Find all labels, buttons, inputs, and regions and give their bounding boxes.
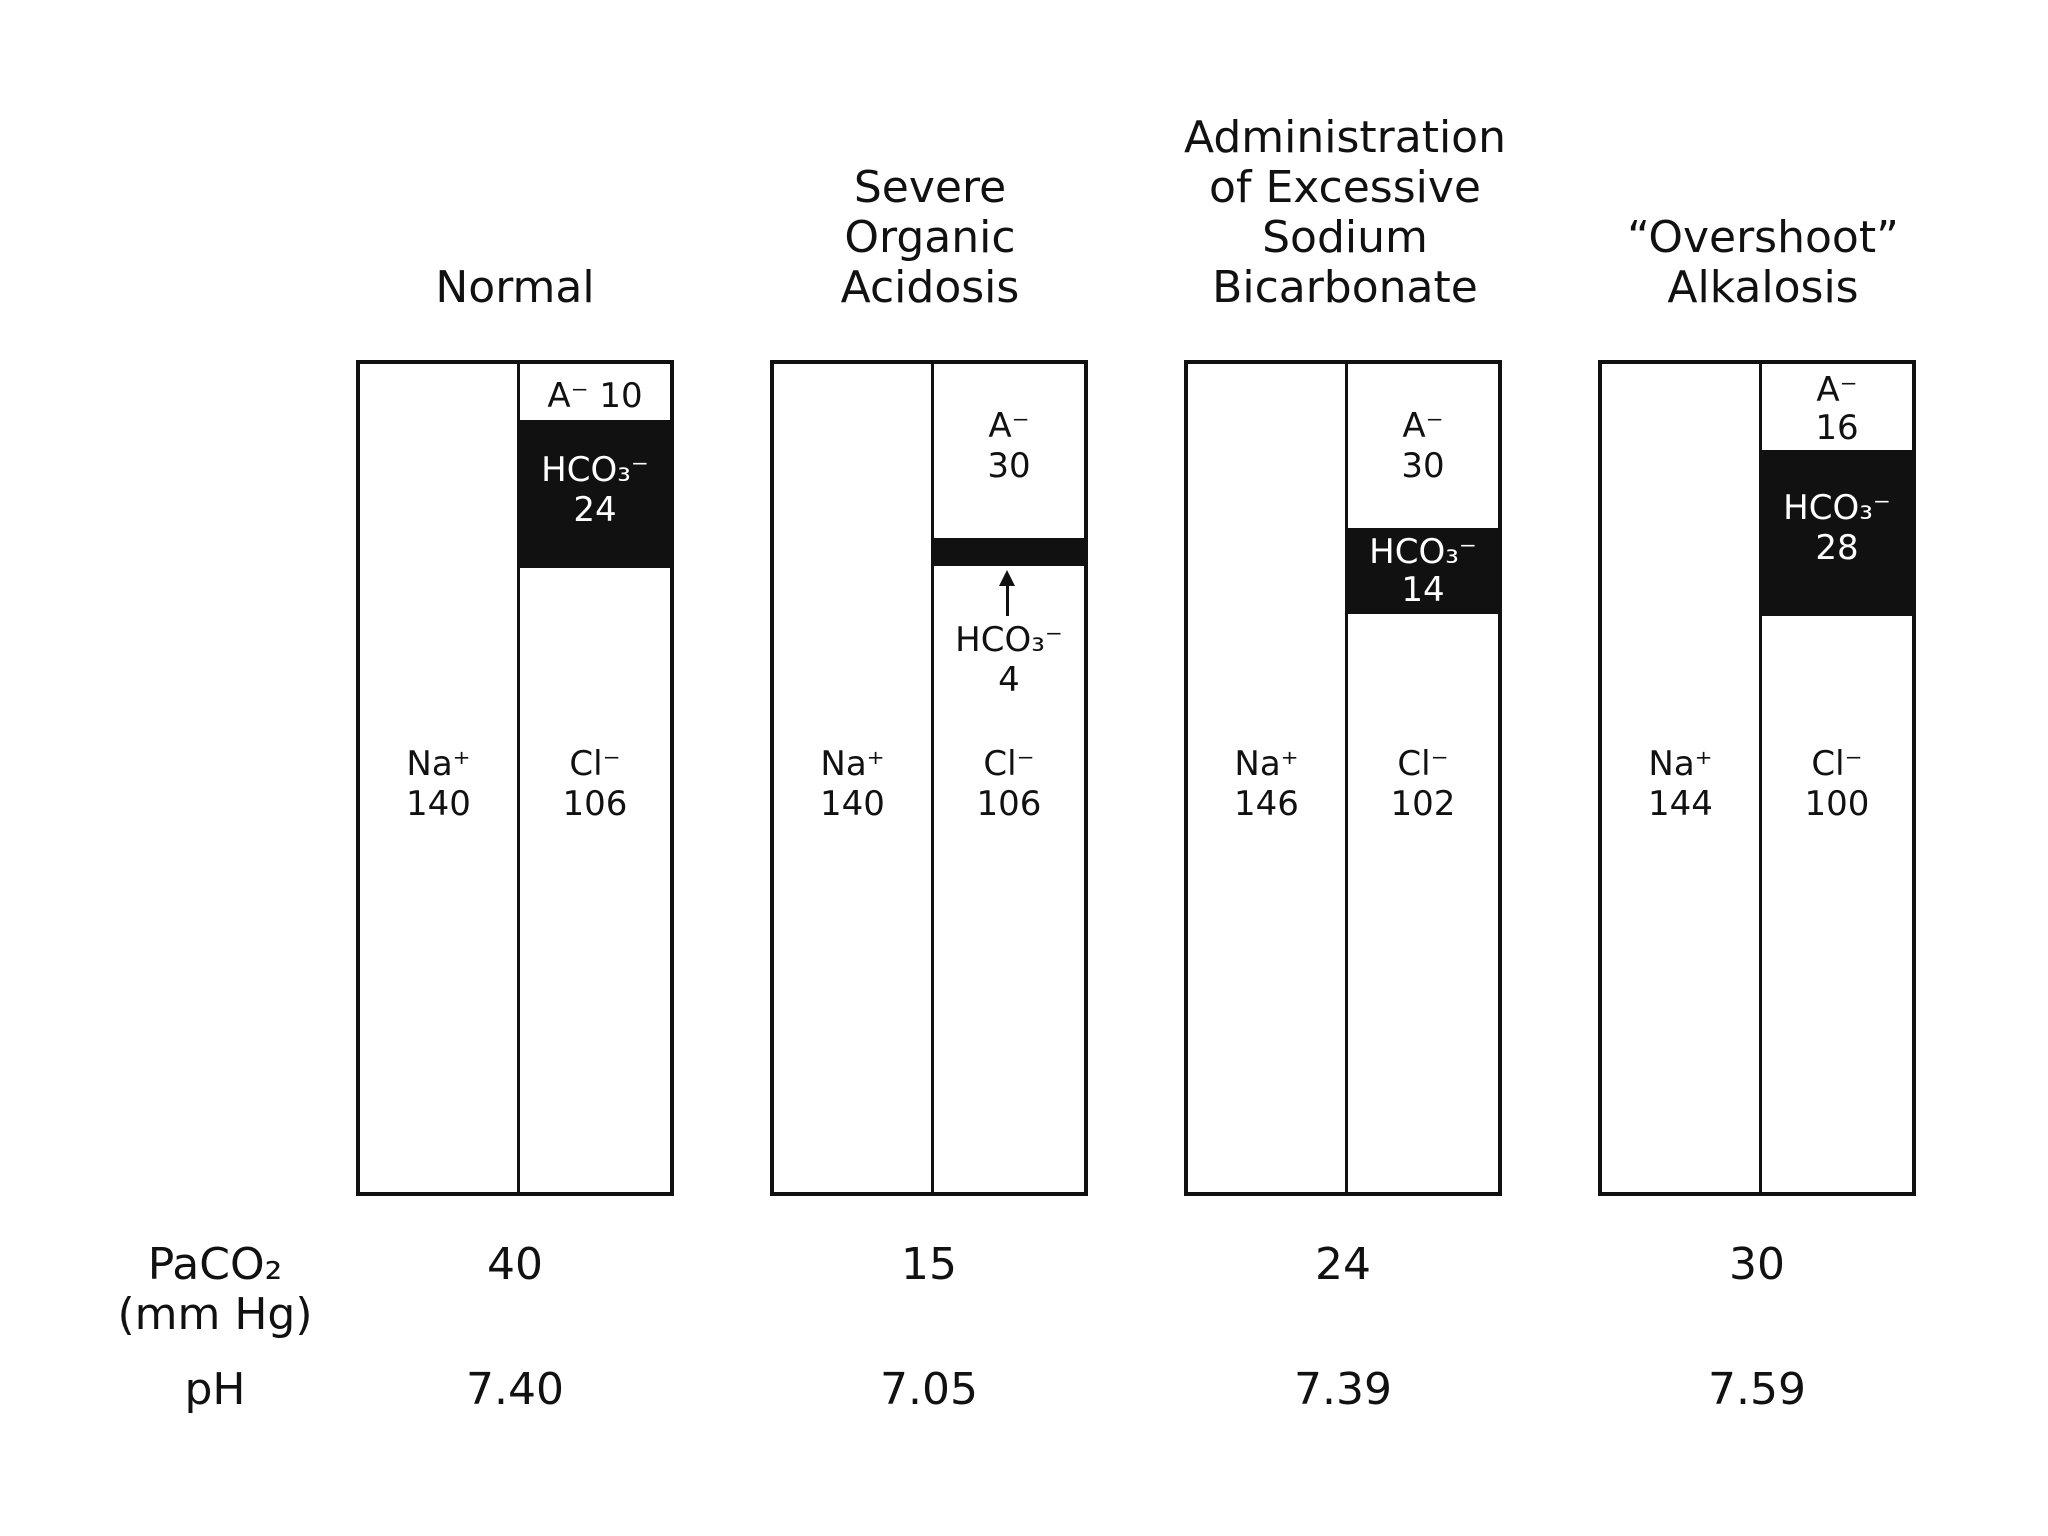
hco3-value: 4 [998, 660, 1020, 700]
ph-normal: 7.40 [466, 1364, 564, 1415]
paco2-organic-acidosis: 15 [901, 1239, 957, 1290]
hco3-block: HCO₃⁻ 14 [1348, 528, 1498, 614]
na-value: 140 [820, 784, 885, 824]
paco2-normal: 40 [487, 1239, 543, 1290]
cl-ion-label: Cl⁻ [1811, 744, 1863, 784]
na-ion-label: Na⁺ [1648, 744, 1713, 784]
ph-organic-acidosis: 7.05 [880, 1364, 978, 1415]
hco3-value: 14 [1401, 570, 1445, 610]
na-value: 140 [406, 784, 471, 824]
gamblegram-organic-acidosis: A⁻ 30 HCO₃⁻ 4 Na⁺ 140 Cl⁻ 106 [770, 360, 1088, 1196]
column-divider [1345, 364, 1348, 1192]
hco3-ion-label: HCO₃⁻ [1369, 532, 1477, 572]
column-divider [1759, 364, 1762, 1192]
hco3-block [934, 538, 1084, 566]
a-ion-label: A⁻ [1816, 370, 1858, 410]
cl-ion-label: Cl⁻ [569, 744, 621, 784]
panel-title-normal: Normal [435, 262, 595, 313]
ph-row-label: pH [184, 1364, 246, 1415]
paco2-row-unit: (mm Hg) [117, 1289, 313, 1340]
hco3-ion-label: HCO₃⁻ [1783, 488, 1891, 528]
cl-value: 102 [1390, 784, 1456, 824]
ph-overshoot-alkalosis: 7.59 [1708, 1364, 1806, 1415]
hco3-value: 28 [1815, 528, 1859, 568]
na-value: 146 [1234, 784, 1299, 824]
hco3-ion-label: HCO₃⁻ [955, 620, 1063, 660]
hco3-block: HCO₃⁻ 28 [1762, 450, 1912, 616]
a-ion-label: A⁻ [1402, 406, 1444, 446]
paco2-row-label: PaCO₂ [147, 1239, 283, 1290]
gamblegram-normal: A⁻ 10 HCO₃⁻ 24 Na⁺ 140 Cl⁻ 106 [356, 360, 674, 1196]
hco3-ion-label: HCO₃⁻ [541, 450, 649, 490]
na-value: 144 [1648, 784, 1713, 824]
hco3-value: 24 [573, 490, 617, 530]
column-divider [517, 364, 520, 1192]
hco3-block: HCO₃⁻ 24 [520, 420, 670, 568]
a-value: 16 [1815, 408, 1859, 448]
cl-value: 100 [1804, 784, 1870, 824]
arrow-up-icon [999, 570, 1015, 586]
panel-title-organic-acidosis: Severe Organic Acidosis [840, 162, 1020, 313]
a-value: 30 [1401, 446, 1445, 486]
gamblegram-overshoot-alkalosis: A⁻ 16 HCO₃⁻ 28 Na⁺ 144 Cl⁻ 100 [1598, 360, 1916, 1196]
paco2-overshoot-alkalosis: 30 [1729, 1239, 1785, 1290]
cl-ion-label: Cl⁻ [1397, 744, 1449, 784]
a-ion-label: A⁻ [988, 406, 1030, 446]
arrow-shaft [1006, 582, 1009, 616]
ph-bicarbonate-administration: 7.39 [1294, 1364, 1392, 1415]
a-value: 30 [987, 446, 1031, 486]
cl-value: 106 [562, 784, 628, 824]
panel-title-bicarbonate-administration: Administration of Excessive Sodium Bicar… [1184, 112, 1506, 313]
cl-value: 106 [976, 784, 1042, 824]
a-anion-label: A⁻ 10 [547, 376, 643, 416]
na-ion-label: Na⁺ [406, 744, 471, 784]
na-ion-label: Na⁺ [1234, 744, 1299, 784]
column-divider [931, 364, 934, 1192]
na-ion-label: Na⁺ [820, 744, 885, 784]
paco2-bicarbonate-administration: 24 [1315, 1239, 1371, 1290]
panel-title-overshoot-alkalosis: “Overshoot” Alkalosis [1627, 212, 1899, 313]
cl-ion-label: Cl⁻ [983, 744, 1035, 784]
gamblegram-bicarbonate-administration: A⁻ 30 HCO₃⁻ 14 Na⁺ 146 Cl⁻ 102 [1184, 360, 1502, 1196]
